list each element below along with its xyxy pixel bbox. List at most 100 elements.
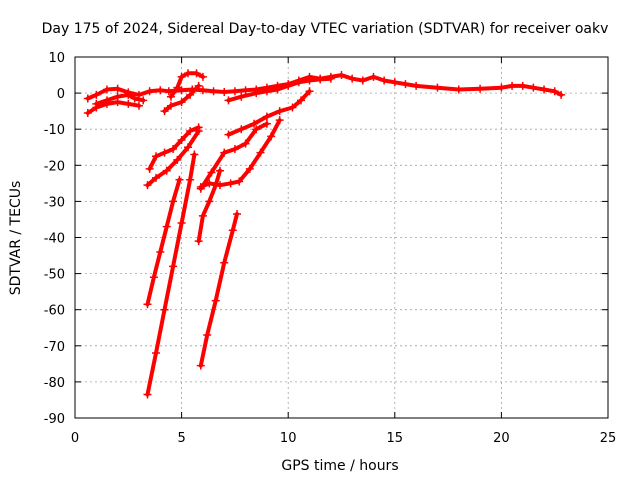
data-point: [177, 86, 186, 95]
data-point: [369, 72, 378, 81]
data-point: [230, 145, 239, 154]
data-point: [207, 168, 216, 177]
data-point: [508, 81, 517, 90]
data-point: [113, 92, 122, 101]
axis-ticks: 0 5 10 15 20 25 10 0 -10 -20 -30 -40 -50 -60 -70 -80 -90: [44, 51, 617, 446]
data-point: [245, 164, 254, 173]
series-line: [226, 76, 333, 103]
chart-title: Day 175 of 2024, Sidereal Day-to-day VTE…: [42, 21, 609, 37]
data-point: [497, 83, 506, 92]
data-point: [156, 86, 165, 95]
data-point: [152, 349, 161, 358]
y-axis-label: SDTVAR / TECUs: [8, 181, 24, 296]
data-point: [228, 226, 237, 235]
data-point: [390, 78, 399, 87]
data-point: [192, 69, 201, 78]
x-tick-label: 25: [600, 431, 617, 446]
y-tick-label: -30: [44, 195, 65, 210]
data-point: [183, 69, 192, 78]
data-point: [230, 87, 239, 96]
data-point: [152, 173, 161, 182]
data-point: [256, 148, 265, 157]
data-point: [215, 181, 224, 190]
data-point: [83, 108, 92, 117]
data-point: [476, 84, 485, 93]
data-point: [305, 76, 314, 85]
data-point: [177, 98, 186, 107]
data-point: [198, 211, 207, 220]
data-point: [113, 84, 122, 93]
data-point: [224, 96, 233, 105]
data-point: [205, 197, 214, 206]
series-track-drop-a: [143, 175, 184, 309]
data-point: [134, 101, 143, 110]
data-point: [557, 90, 566, 99]
data-point: [139, 96, 148, 105]
data-point: [196, 184, 205, 193]
data-point: [215, 166, 224, 175]
data-point: [540, 85, 549, 94]
data-point: [358, 76, 367, 85]
data-point: [186, 90, 195, 99]
data-point: [143, 300, 152, 309]
x-tick-label: 5: [177, 431, 185, 446]
data-point: [275, 116, 284, 125]
series-track-climb: [224, 87, 314, 139]
data-point: [160, 148, 169, 157]
data-point: [284, 81, 293, 90]
data-point: [194, 237, 203, 246]
series-track-low-mid: [196, 119, 271, 193]
data-point: [203, 330, 212, 339]
series-line: [145, 129, 201, 188]
data-series: [83, 69, 566, 399]
data-point: [348, 74, 357, 83]
data-point: [250, 119, 259, 128]
series-track-drop-d: [196, 210, 242, 370]
data-point: [175, 175, 184, 184]
data-point: [194, 127, 203, 136]
data-point: [252, 89, 261, 98]
data-point: [160, 305, 169, 314]
data-point: [177, 219, 186, 228]
data-point: [177, 72, 186, 81]
data-point: [194, 81, 203, 90]
y-tick-label: -20: [44, 159, 65, 174]
data-point: [412, 81, 421, 90]
y-tick-label: -10: [44, 123, 65, 138]
data-point: [273, 85, 282, 94]
data-point: [177, 136, 186, 145]
data-point: [152, 152, 161, 161]
data-point: [124, 90, 133, 99]
y-tick-label: -70: [44, 340, 65, 355]
data-point: [190, 150, 199, 159]
data-point: [198, 86, 207, 95]
y-tick-label: -40: [44, 232, 65, 247]
y-tick-label: -80: [44, 376, 65, 391]
data-point: [145, 164, 154, 173]
data-point: [262, 87, 271, 96]
data-point: [198, 72, 207, 81]
data-point: [454, 85, 463, 94]
data-point: [166, 92, 175, 101]
data-point: [145, 87, 154, 96]
data-point: [224, 130, 233, 139]
data-point: [130, 94, 139, 103]
x-tick-label: 10: [280, 431, 297, 446]
data-point: [160, 107, 169, 116]
series-line: [145, 177, 182, 307]
data-point: [294, 78, 303, 87]
data-point: [226, 179, 235, 188]
data-point: [252, 125, 261, 134]
series-line: [226, 89, 312, 137]
data-point: [275, 107, 284, 116]
data-point: [196, 361, 205, 370]
y-tick-label: 0: [57, 87, 65, 102]
data-point: [92, 99, 101, 108]
data-point: [183, 143, 192, 152]
data-point: [162, 222, 171, 231]
data-point: [316, 75, 325, 84]
data-point: [143, 181, 152, 190]
data-point: [169, 262, 178, 271]
data-point: [518, 81, 527, 90]
data-point: [220, 148, 229, 157]
